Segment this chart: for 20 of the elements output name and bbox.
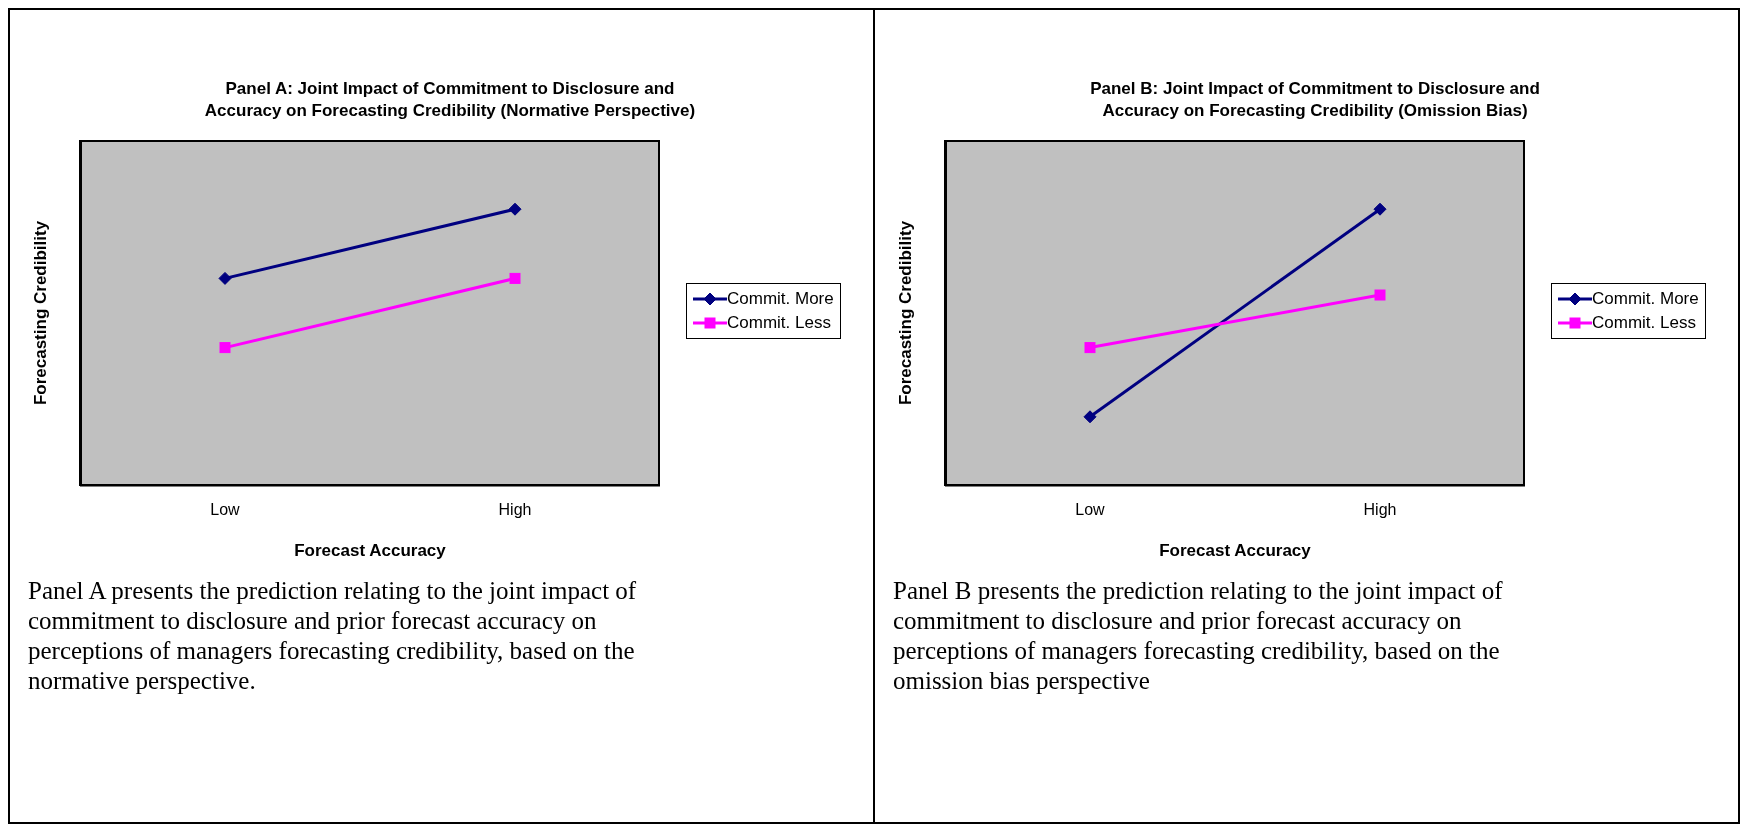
x-tick-label: Low [1075, 501, 1106, 519]
x-axis-title: Forecast Accuracy [1159, 541, 1312, 560]
chart-title: Panel A: Joint Impact of Commitment to Disclosure and Accuracy on Forecasting Credibility (Normative Perspective) [203, 78, 697, 122]
x-axis-title: Forecast Accuracy [294, 541, 447, 560]
point [1373, 202, 1387, 216]
chart-title: Panel B: Joint Impact of Commitment to Disclosure and Accuracy on Forecasting Credibility (Omission Bias) [1089, 78, 1541, 122]
legend-label: Commit. More [727, 289, 834, 309]
legend-label: Commit. Less [727, 313, 831, 333]
y-axis-title: Forecasting Credibility [31, 220, 51, 406]
y-axis-title: Forecasting Credibility [896, 220, 916, 406]
point [1083, 410, 1097, 424]
x-tick-label: High [1363, 501, 1397, 519]
x-tick-label: Low [210, 501, 241, 519]
point [1084, 342, 1096, 354]
text: Panel A presents the prediction relating to the joint impact of commitment to disclosure and prior forecast accuracy on perceptions of managers forecasting credibility, based on the normative perspective. [28, 576, 638, 696]
text: Panel B presents the prediction relating to the joint impact of commitment to disclosure and prior forecast accuracy on perceptions of managers forecasting credibility, based on the omission bias perspective [893, 576, 1504, 696]
legend-label: Commit. More [1592, 289, 1699, 309]
legend-label: Commit. Less [1592, 313, 1696, 333]
x-tick-label: High [498, 501, 532, 519]
point [1374, 289, 1386, 301]
